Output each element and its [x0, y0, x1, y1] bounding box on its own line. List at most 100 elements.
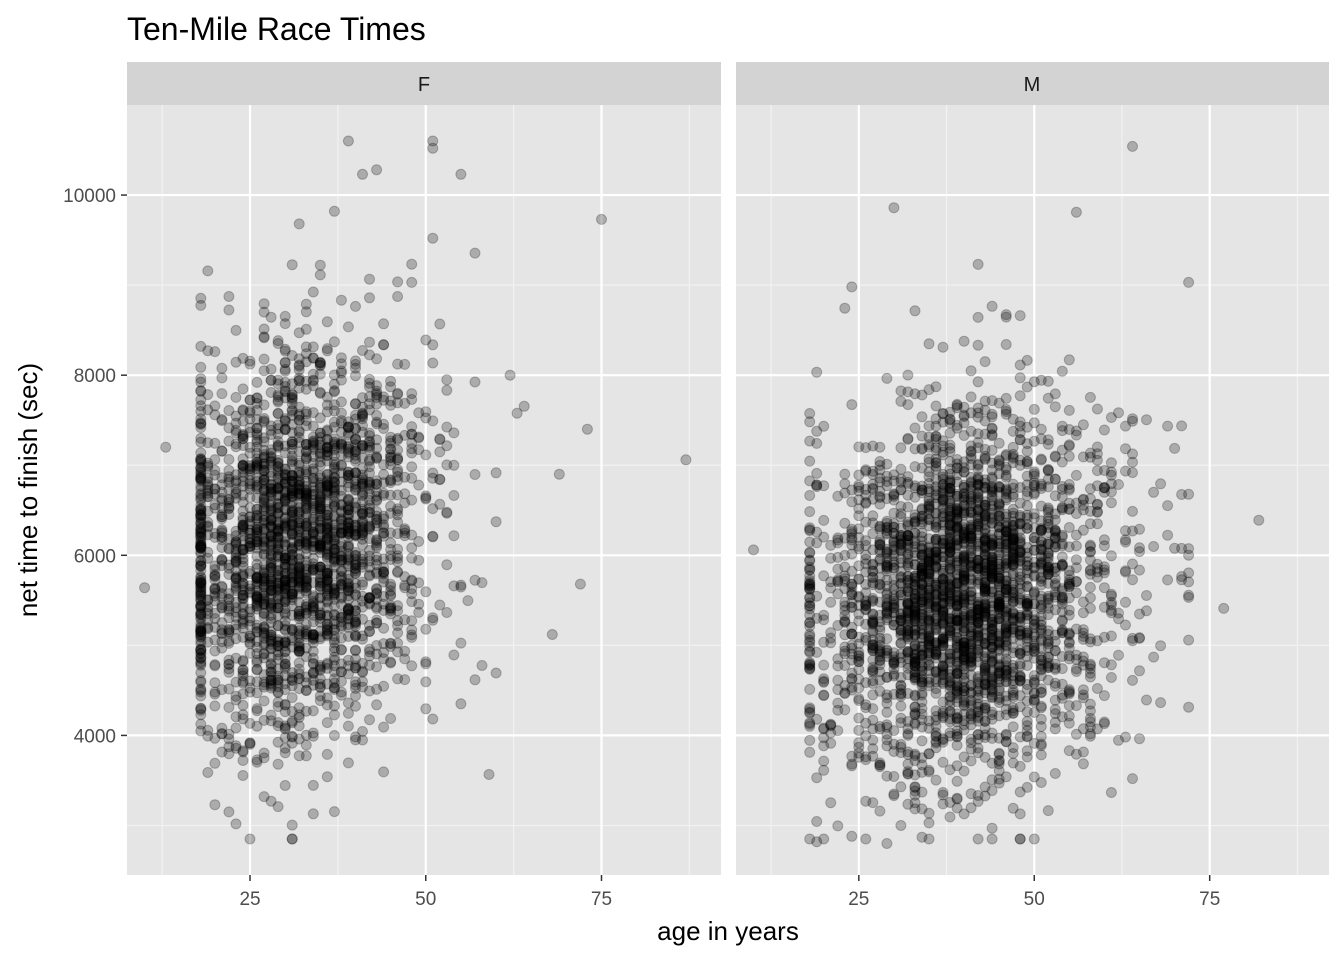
- data-point: [1014, 372, 1026, 384]
- data-point: [392, 434, 404, 446]
- data-point: [258, 464, 270, 476]
- data-point: [839, 688, 851, 699]
- data-point: [300, 466, 312, 478]
- data-point: [853, 663, 865, 675]
- data-point: [314, 360, 326, 372]
- data-point: [399, 397, 411, 409]
- data-point: [195, 718, 207, 730]
- data-point: [307, 601, 319, 613]
- data-point: [286, 497, 298, 508]
- data-point: [321, 585, 333, 597]
- data-point: [300, 560, 312, 571]
- data-point: [335, 612, 347, 624]
- data-point: [420, 449, 432, 461]
- data-point: [357, 529, 368, 541]
- data-point: [972, 339, 984, 351]
- data-point: [314, 259, 326, 271]
- data-point: [371, 514, 383, 526]
- data-point: [832, 704, 844, 716]
- data-point: [357, 526, 368, 538]
- data-point: [300, 739, 312, 751]
- data-point: [328, 386, 340, 398]
- data-point: [258, 353, 270, 365]
- data-point: [986, 674, 998, 686]
- data-point: [986, 822, 998, 834]
- data-point: [216, 414, 228, 425]
- data-point: [314, 609, 326, 621]
- data-point: [357, 601, 368, 613]
- data-point: [930, 522, 942, 534]
- data-point: [1091, 465, 1103, 477]
- data-point: [293, 466, 305, 478]
- data-point: [237, 664, 249, 676]
- data-point: [237, 459, 249, 471]
- data-point: [286, 819, 298, 831]
- data-point: [518, 400, 530, 412]
- data-point: [202, 594, 214, 606]
- data-point: [846, 399, 858, 411]
- data-point: [1176, 489, 1188, 500]
- data-point: [1035, 777, 1047, 788]
- data-point: [1134, 523, 1145, 535]
- data-point: [420, 412, 432, 424]
- data-point: [357, 681, 368, 693]
- data-point: [979, 356, 991, 368]
- data-point: [209, 700, 221, 712]
- data-point: [804, 707, 816, 719]
- data-point: [909, 512, 921, 524]
- data-point: [1084, 671, 1096, 683]
- data-point: [371, 559, 383, 570]
- data-point: [209, 409, 221, 421]
- data-point: [1134, 733, 1145, 745]
- data-point: [350, 455, 361, 467]
- data-point: [272, 801, 284, 813]
- data-point: [307, 577, 319, 588]
- data-point: [364, 391, 375, 403]
- data-point: [307, 637, 319, 649]
- data-point: [293, 605, 305, 617]
- data-point: [1028, 833, 1040, 845]
- data-point: [272, 335, 284, 347]
- data-point: [237, 556, 249, 568]
- data-point: [237, 601, 249, 613]
- data-point: [265, 562, 277, 574]
- data-point: [406, 596, 418, 608]
- data-point: [867, 689, 879, 701]
- data-point: [1014, 434, 1026, 446]
- data-point: [944, 414, 956, 426]
- data-point: [888, 688, 900, 700]
- data-point: [1105, 672, 1117, 683]
- data-point: [230, 818, 242, 830]
- data-point: [881, 770, 893, 782]
- data-point: [1098, 631, 1110, 643]
- data-point: [286, 485, 298, 497]
- data-point: [265, 486, 277, 498]
- data-point: [1014, 511, 1026, 523]
- data-point: [427, 357, 439, 369]
- data-point: [490, 467, 502, 479]
- data-point: [958, 409, 970, 421]
- data-point: [441, 384, 453, 396]
- data-point: [1183, 549, 1195, 561]
- data-point: [307, 286, 319, 298]
- data-point: [279, 579, 291, 591]
- data-point: [328, 496, 340, 508]
- data-point: [371, 593, 383, 605]
- data-point: [321, 517, 333, 529]
- data-point: [476, 660, 488, 671]
- data-point: [364, 441, 375, 453]
- data-point: [895, 820, 907, 831]
- data-point: [328, 547, 340, 559]
- data-point: [216, 511, 228, 523]
- data-point: [209, 660, 221, 672]
- data-point: [895, 741, 907, 753]
- data-point: [209, 613, 221, 625]
- data-point: [342, 528, 354, 539]
- data-point: [392, 397, 404, 409]
- data-point: [328, 369, 340, 381]
- data-point: [1084, 483, 1096, 495]
- data-point: [195, 676, 207, 688]
- data-point: [328, 456, 340, 468]
- data-point: [195, 472, 207, 484]
- data-point: [350, 355, 361, 367]
